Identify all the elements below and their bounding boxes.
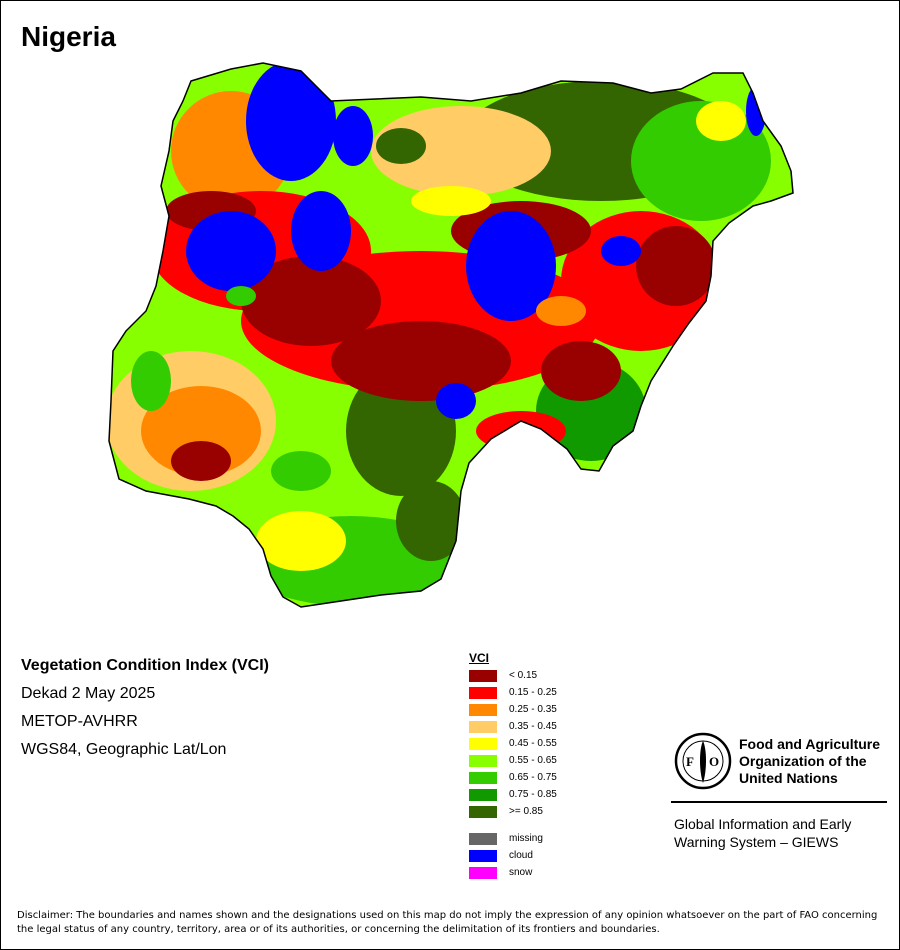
legend-row: 0.35 - 0.45 <box>469 718 557 735</box>
legend-row: 0.45 - 0.55 <box>469 735 557 752</box>
legend-label: cloud <box>509 850 533 861</box>
org-line: Organization of the <box>739 753 867 769</box>
legend-label: missing <box>509 833 543 844</box>
fao-logo-block: F O Food and Agriculture Organization of… <box>671 731 891 861</box>
legend-row-snow: snow <box>469 864 557 881</box>
map-title: Nigeria <box>21 21 116 52</box>
vci-map <box>108 62 794 608</box>
legend-label: snow <box>509 867 533 878</box>
legend-swatch <box>469 805 497 818</box>
legend-label: 0.25 - 0.35 <box>509 704 557 715</box>
legend-row: 0.15 - 0.25 <box>469 684 557 701</box>
org-line: United Nations <box>739 770 838 786</box>
legend-swatch <box>469 669 497 682</box>
legend-label: 0.65 - 0.75 <box>509 772 557 783</box>
legend-row: 0.25 - 0.35 <box>469 701 557 718</box>
legend-swatch <box>469 788 497 801</box>
legend-swatch <box>469 754 497 767</box>
giews-line: Global Information and Early <box>674 816 852 832</box>
legend-row: 0.65 - 0.75 <box>469 769 557 786</box>
legend-swatch <box>469 720 497 733</box>
giews-name: Global Information and Early Warning Sys… <box>674 815 851 851</box>
legend-swatch <box>469 686 497 699</box>
legend-title: VCI <box>469 651 490 665</box>
legend-swatch <box>469 849 497 862</box>
period-text: Dekad 2 May 2025 <box>21 685 156 702</box>
fao-emblem-icon: F O <box>674 732 732 790</box>
fao-letter: F <box>686 754 694 769</box>
index-heading: Vegetation Condition Index (VCI) <box>21 657 269 674</box>
legend-label: >= 0.85 <box>509 806 543 817</box>
legend-row: 0.55 - 0.65 <box>469 752 557 769</box>
legend-row: 0.75 - 0.85 <box>469 786 557 803</box>
legend-label: 0.45 - 0.55 <box>509 738 557 749</box>
legend-label: 0.15 - 0.25 <box>509 687 557 698</box>
legend-swatch <box>469 703 497 716</box>
legend-label: 0.75 - 0.85 <box>509 789 557 800</box>
legend-swatch <box>469 737 497 750</box>
legend-row: < 0.15 <box>469 667 557 684</box>
legend-row-missing: missing <box>469 830 557 847</box>
legend-swatch <box>469 832 497 845</box>
fao-org-name: Food and Agriculture Organization of the… <box>739 736 880 787</box>
legend-label: 0.55 - 0.65 <box>509 755 557 766</box>
fao-letter: O <box>709 754 719 769</box>
legend-label: < 0.15 <box>509 670 538 681</box>
map-info: Vegetation Condition Index (VCI) Dekad 2… <box>21 657 269 769</box>
legend-swatch <box>469 866 497 879</box>
legend-row-cloud: cloud <box>469 847 557 864</box>
projection-text: WGS84, Geographic Lat/Lon <box>21 741 227 758</box>
giews-line: Warning System – GIEWS <box>674 834 839 850</box>
legend-label: 0.35 - 0.45 <box>509 721 557 732</box>
sensor-text: METOP-AVHRR <box>21 713 138 730</box>
vci-legend: VCI < 0.15 0.15 - 0.25 0.25 - 0.35 0.35 … <box>469 651 557 881</box>
org-line: Food and Agriculture <box>739 736 881 752</box>
legend-row: >= 0.85 <box>469 803 557 820</box>
disclaimer-text: Disclaimer: The boundaries and names sho… <box>17 910 878 935</box>
logo-divider <box>671 801 887 803</box>
legend-swatch <box>469 771 497 784</box>
